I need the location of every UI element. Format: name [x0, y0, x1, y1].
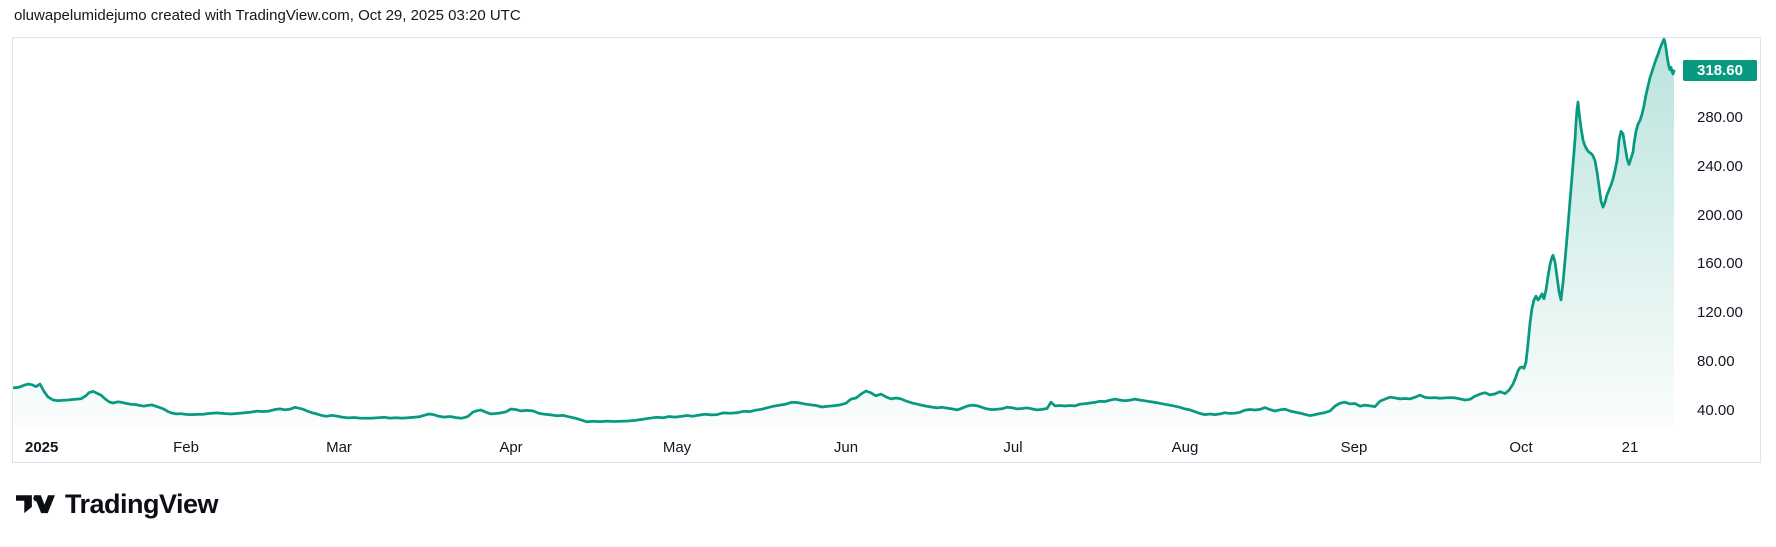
chart-container: 280.00 240.00 200.00 160.00 120.00 80.00 40.00…: [12, 37, 1761, 463]
time-scale-label: Jun: [833, 439, 859, 456]
attribution-text: oluwapelumidejumo created with TradingVi…: [14, 7, 521, 24]
tradingview-mark-icon: [16, 491, 56, 518]
time-scale-label: May: [662, 439, 692, 456]
last-price-value: 318.60: [1697, 62, 1743, 79]
price-scale-label: 280.00: [1697, 109, 1743, 126]
time-scale-label: Aug: [1171, 439, 1199, 456]
series-line: [13, 38, 1676, 424]
time-scale-label: 2025: [25, 439, 59, 456]
price-area-chart[interactable]: [13, 38, 1678, 426]
time-scale-label: Feb: [173, 439, 199, 456]
time-scale-label: Mar: [326, 439, 352, 456]
last-price-badge: 318.60: [1683, 60, 1757, 81]
time-scale-label: Sep: [1340, 439, 1368, 456]
price-scale-label: 240.00: [1697, 158, 1743, 175]
time-scale-label: Jul: [1003, 439, 1023, 456]
price-scale-label: 160.00: [1697, 255, 1743, 272]
time-scale-label: Apr: [499, 439, 523, 456]
series-area-fill: [14, 39, 1674, 426]
price-scale-label: 40.00: [1697, 402, 1735, 419]
price-scale-label: 80.00: [1697, 353, 1735, 370]
tradingview-wordmark: TradingView: [65, 489, 219, 519]
price-scale-label: 120.00: [1697, 304, 1743, 321]
time-scale-label: 21: [1621, 439, 1639, 456]
price-scale-label: 200.00: [1697, 207, 1743, 224]
time-scale-label: Oct: [1509, 439, 1533, 456]
tradingview-logo[interactable]: TradingView: [16, 489, 219, 520]
